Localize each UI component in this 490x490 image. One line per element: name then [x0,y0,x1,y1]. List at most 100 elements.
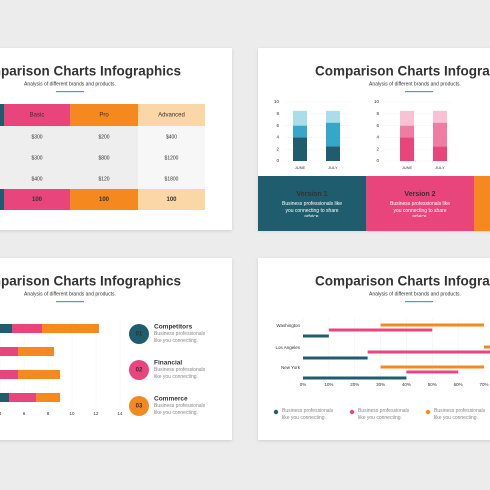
x-tick-label: 60% [454,382,463,387]
slide-title: Comparison Charts Infographics [0,64,181,79]
bar-segment [0,347,18,356]
title-underline [56,91,84,93]
panel [474,176,490,231]
panel-title: Version 1 [296,191,327,198]
range-bar [484,345,490,349]
bar-segment [0,393,9,402]
range-bar [303,376,407,380]
table-cell [0,104,4,126]
x-tick-label: 12 [93,411,99,416]
title-underline [405,91,433,93]
table-cell: $200 [98,134,109,140]
x-tick-label: 20% [350,382,359,387]
table-header: Advanced [158,113,185,119]
bar-segment [326,122,340,147]
bar-segment [433,122,447,147]
panel [366,176,474,231]
item-badge [129,360,149,380]
y-tick-label: 10 [274,99,280,104]
y-tick-label: 8 [276,111,279,116]
x-tick-label: JUNE [402,165,413,170]
range-bar [406,370,459,374]
item-text: Business professionals like you connecti… [154,367,206,380]
slide-subtitle: Analysis of different brands and product… [24,291,116,297]
range-bar [367,350,490,354]
bar-segment [18,347,54,356]
table-cell: $800 [98,155,109,161]
bar-segment [42,324,99,333]
y-tick-label: 6 [276,123,279,128]
range-bar [303,356,368,360]
item-title: Financial [154,360,182,367]
bar-segment [0,370,18,379]
table-footer: 100 [32,197,43,203]
panel-text: Business professionals like you connecti… [389,201,451,217]
item-title: Competitors [154,324,193,331]
slide-subtitle: Analysis of different brands and product… [369,291,461,297]
slide-title: Comparison Charts Infographics [315,274,490,289]
table-cell: $400 [31,176,42,182]
table-body [138,126,205,189]
table-footer-cell [70,189,138,210]
table-cell: $1800 [165,176,179,182]
bar-segment [400,110,414,126]
x-tick-label: JUNE [295,165,306,170]
table-header: Basic [30,113,45,119]
x-tick-label: 40% [402,382,411,387]
item-number: 03 [136,404,143,410]
legend-label: Business professionals like you connecti… [434,408,486,421]
table-cell [0,189,4,210]
item-text-box: Business professionals like you connecti… [154,331,206,344]
range-bar [303,334,329,338]
range-bar [380,323,484,327]
table-footer: 100 [166,197,177,203]
bar-segment [433,110,447,123]
table-header-cell [70,104,138,126]
panel-title: Version 2 [404,191,435,198]
slide-subtitle: Analysis of different brands and product… [24,81,116,87]
panel [258,176,366,231]
bar-segment [293,137,307,161]
panel-text: Business professionals like you connecti… [281,201,343,217]
range-bar [328,328,433,332]
x-tick-label: 8 [47,411,50,416]
bar-segment [36,393,60,402]
x-tick-label: 10 [69,411,75,416]
item-text: Business professionals like you connecti… [154,331,206,344]
legend-label-box: Business professionals like you connecti… [358,408,409,421]
legend-label-box: Business professionals like you connecti… [282,408,334,421]
item-text-box: Business professionals like you connecti… [154,403,205,416]
item-number: 02 [136,368,143,374]
x-tick-label: 10% [324,382,333,387]
y-tick-label: 4 [376,135,379,140]
y-tick-label: 2 [376,146,379,151]
item-number: 01 [136,332,143,338]
y-tick-label: 2 [276,146,279,151]
x-tick-label: 30% [376,382,385,387]
bar-segment [9,393,36,402]
table-header-cell [138,104,205,126]
slide-title: Comparison Charts Infographics [0,274,181,289]
x-tick-label: JULY [435,165,445,170]
panel-text-box: Business professionals like you connecti… [389,201,451,217]
y-tick-label: New York [281,365,301,370]
y-tick-label: 0 [276,158,279,163]
legend-label: Business professionals like you connecti… [282,408,334,421]
bar-segment [293,110,307,126]
x-tick-label: 70% [479,382,488,387]
x-tick-label: 50% [428,382,437,387]
legend-label-box: Business professionals like you connecti… [434,408,486,421]
x-tick-label: 14 [117,411,123,416]
table-footer-cell [4,189,70,210]
legend-dot [273,409,279,415]
bar-segment [400,137,414,161]
slide-4 [258,258,490,440]
item-badge [129,396,149,416]
bar-segment [0,324,12,333]
y-tick-label: Los Angeles [275,345,300,350]
bar-segment [326,110,340,123]
table-cell: $400 [166,134,177,140]
x-tick-label: 0% [300,382,307,387]
bar-segment [18,370,60,379]
